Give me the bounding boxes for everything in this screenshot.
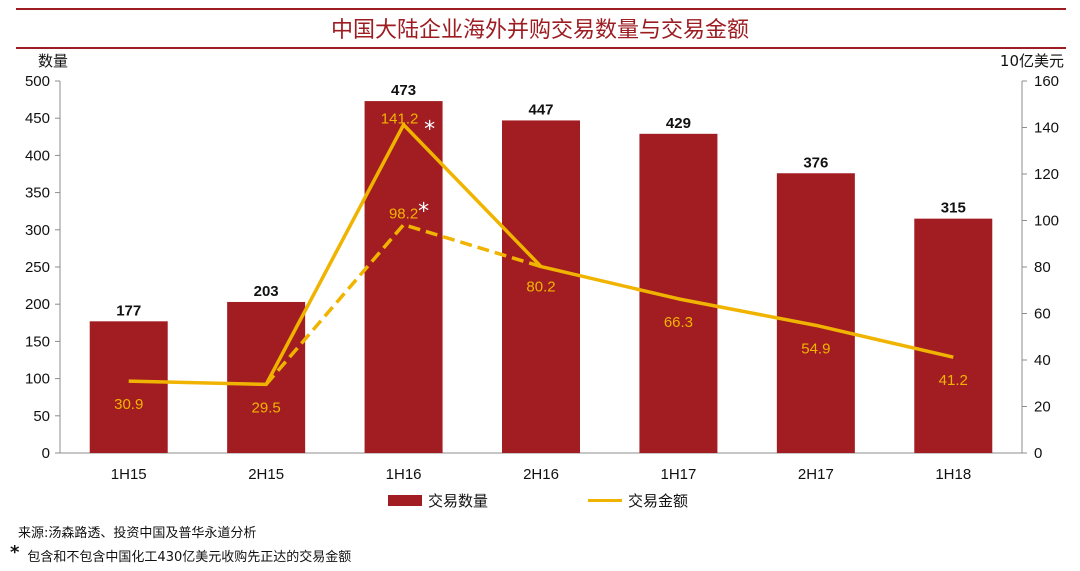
right-axis-title: 10亿美元 xyxy=(1000,52,1064,70)
bar xyxy=(914,218,993,453)
amount-value-label: 80.2 xyxy=(526,279,555,296)
left-tick-label: 300 xyxy=(25,222,50,239)
bar-value-label: 177 xyxy=(116,302,141,319)
dashed-amount-line xyxy=(264,222,542,386)
lines-layer xyxy=(128,122,954,387)
bar xyxy=(89,321,168,453)
right-tick-label: 140 xyxy=(1034,120,1059,137)
left-tick-label: 450 xyxy=(25,110,50,127)
legend-label-amount: 交易金额 xyxy=(628,492,689,510)
left-tick-label: 400 xyxy=(25,147,50,164)
top-rule xyxy=(16,8,1066,10)
footnote: * 包含和不包含中国化工430亿美元收购先正达的交易金额 xyxy=(10,542,352,566)
amount-value-label: 30.9 xyxy=(114,396,143,413)
amount-value-label: 29.5 xyxy=(252,399,281,416)
left-axis-title: 数量 xyxy=(38,52,68,70)
legend-item-amount[interactable]: 交易金额 xyxy=(588,490,688,511)
left-tick-label: 350 xyxy=(25,185,50,202)
x-tick-label: 2H16 xyxy=(523,466,559,483)
bar xyxy=(364,101,443,453)
bar-value-label: 473 xyxy=(391,82,416,99)
amount-value-label: 141.2 xyxy=(381,111,419,128)
labels-layer: 177 203 473 447 429 376 315 30.9 29.5 141.2 80.2 66… xyxy=(114,82,968,416)
legend-bar-swatch xyxy=(388,495,422,506)
bars-layer xyxy=(89,101,993,454)
x-tick-label: 1H18 xyxy=(935,466,971,483)
bar xyxy=(776,173,855,454)
amount-value-label: 41.2 xyxy=(939,372,968,389)
right-tick-label: 20 xyxy=(1034,399,1051,416)
asterisk-marker: * xyxy=(424,118,435,143)
x-tick-label: 1H16 xyxy=(386,466,422,483)
left-tick-label: 0 xyxy=(42,445,50,462)
right-tick-label: 80 xyxy=(1034,259,1051,276)
source-note: 来源:汤森路透、投资中国及普华永道分析 xyxy=(18,526,257,541)
left-axis: 0 50 100 150 200 250 300 350 400 450 500 1H15 2H15 1H… xyxy=(25,73,1022,483)
footnote-asterisk: * xyxy=(10,542,20,563)
x-tick-label: 2H17 xyxy=(798,466,834,483)
x-tick-label: 1H15 xyxy=(111,466,147,483)
bar xyxy=(227,301,306,453)
right-tick-label: 100 xyxy=(1034,213,1059,230)
left-tick-label: 200 xyxy=(25,296,50,313)
bar-value-label: 203 xyxy=(254,283,279,300)
right-axis: 0 20 40 60 80 100 120 140 160 xyxy=(1021,73,1059,462)
amount-line xyxy=(128,122,954,387)
left-tick-label: 250 xyxy=(25,259,50,276)
amount-value-label: 66.3 xyxy=(664,314,693,331)
legend-line-swatch xyxy=(588,499,623,502)
left-tick-label: 100 xyxy=(25,371,50,388)
legend-label-count: 交易数量 xyxy=(428,492,489,510)
right-tick-label: 120 xyxy=(1034,166,1059,183)
right-tick-label: 160 xyxy=(1034,73,1059,90)
asterisk-marker: * xyxy=(418,200,429,225)
bar-value-label: 376 xyxy=(803,154,828,171)
bar-value-label: 429 xyxy=(666,115,691,132)
dashed-value-label: 98.2 xyxy=(389,206,418,223)
footnote-text: 包含和不包含中国化工430亿美元收购先正达的交易金额 xyxy=(27,550,352,565)
amount-value-label: 54.9 xyxy=(801,340,830,357)
left-tick-label: 500 xyxy=(25,73,50,90)
title-rule xyxy=(16,47,1066,49)
bar xyxy=(502,120,580,453)
x-tick-label: 2H15 xyxy=(248,466,284,483)
bar-value-label: 447 xyxy=(528,101,553,118)
x-tick-label: 1H17 xyxy=(660,466,696,483)
right-tick-label: 40 xyxy=(1034,352,1051,369)
chart-title: 中国大陆企业海外并购交易数量与交易金额 xyxy=(330,18,749,43)
legend: 交易数量 交易金额 xyxy=(388,490,788,511)
legend-item-count[interactable]: 交易数量 xyxy=(388,490,488,511)
left-tick-label: 150 xyxy=(25,333,50,350)
right-tick-label: 0 xyxy=(1034,445,1042,462)
left-tick-label: 50 xyxy=(33,408,50,425)
right-tick-label: 60 xyxy=(1034,306,1051,323)
bar-value-label: 315 xyxy=(941,200,966,217)
